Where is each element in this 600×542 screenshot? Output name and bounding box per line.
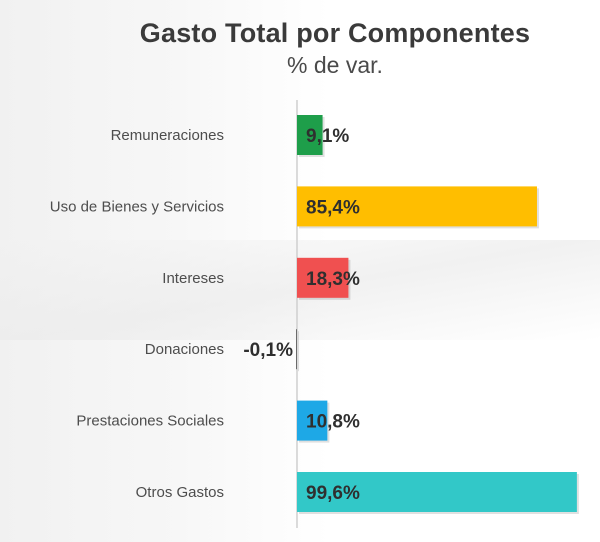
value-label-otros-gastos: 99,6% [306,483,360,504]
category-label-prestaciones-sociales: Prestaciones Sociales [76,413,224,430]
category-label-intereses: Intereses [162,270,224,287]
category-label-otros-gastos: Otros Gastos [136,484,224,501]
bar-uso-de-bienes-y-servicios [297,186,537,227]
category-label-remuneraciones: Remuneraciones [111,127,224,144]
bar-remuneraciones [297,115,323,155]
category-label-donaciones: Donaciones [145,341,224,358]
value-label-donaciones: -0,1% [243,340,293,361]
chart-subtitle: % de var. [287,52,383,78]
bar-intereses [297,257,349,298]
value-label-remuneraciones: 9,1% [306,126,349,147]
category-label-uso-de-bienes-y-servicios: Uso de Bienes y Servicios [50,198,224,215]
value-label-prestaciones-sociales: 10,8% [306,412,360,433]
bar-prestaciones-sociales [297,400,328,441]
bar-shadow-donaciones [298,331,299,372]
value-label-uso-de-bienes-y-servicios: 85,4% [306,197,360,218]
chart-title: Gasto Total por Componentes [139,18,531,48]
value-label-intereses: 18,3% [306,269,360,290]
bar-donaciones [296,329,297,370]
bar-otros-gastos [297,472,577,512]
